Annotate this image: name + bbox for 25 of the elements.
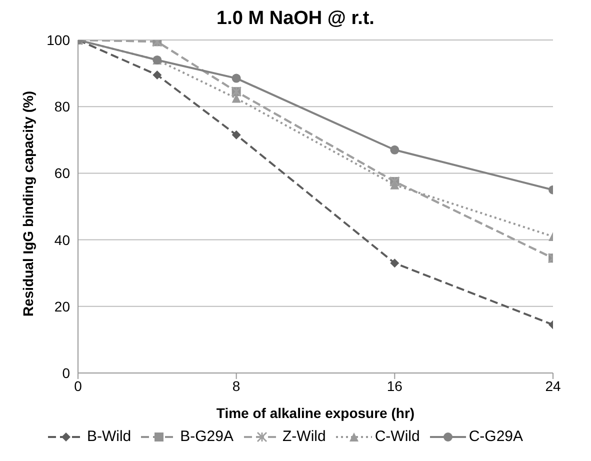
- chart-title: 1.0 M NaOH @ r.t.: [216, 8, 376, 30]
- x-tick-label: 0: [74, 378, 82, 394]
- point: [390, 180, 400, 190]
- point: [390, 145, 400, 154]
- legend-label: B-Wild: [86, 428, 132, 445]
- legend-label: C-Wild: [374, 428, 420, 445]
- point: [232, 94, 241, 103]
- y-tick-label: 60: [54, 165, 70, 182]
- legend-label: B-G29A: [180, 428, 234, 445]
- y-axis-title: Residual IgG binding capacity (%): [20, 90, 36, 316]
- legend-label: Z-Wild: [282, 428, 326, 445]
- y-tick-label: 0: [62, 364, 70, 381]
- x-tick-label: 16: [386, 378, 403, 394]
- point: [152, 70, 162, 80]
- point: [390, 258, 400, 268]
- x-axis-title: Time of alkaline exposure (hr): [216, 405, 415, 421]
- y-tick-label: 80: [54, 98, 70, 115]
- y-tick-label: 40: [54, 232, 70, 248]
- x-tick-label: 24: [545, 378, 561, 394]
- legend-label: C-G29A: [468, 428, 524, 445]
- y-tick-label: 100: [46, 32, 70, 48]
- x-tick-label: 8: [232, 378, 240, 394]
- point: [232, 74, 241, 83]
- point: [232, 130, 241, 140]
- y-tick-label: 20: [54, 298, 70, 314]
